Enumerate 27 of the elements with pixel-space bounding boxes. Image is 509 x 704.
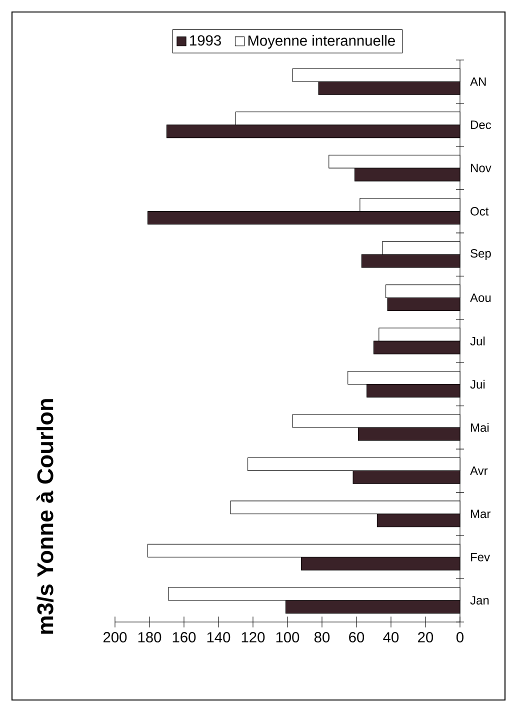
y-tick-label: Dec bbox=[471, 120, 492, 130]
legend-label: Moyenne interannuelle bbox=[248, 35, 395, 49]
y-tick-label: Jan bbox=[470, 596, 489, 605]
y-tick-label: Avr bbox=[470, 466, 488, 475]
x-tick-label: 20 bbox=[418, 632, 434, 642]
y-tick-label: Jul bbox=[470, 336, 485, 346]
text: m3/s Yonne à Courlon bbox=[36, 399, 54, 634]
x-tick-label: 40 bbox=[383, 632, 399, 642]
x-tick-label: 140 bbox=[207, 632, 230, 642]
y-tick-label: Mai bbox=[471, 423, 489, 432]
x-tick-label: 120 bbox=[242, 632, 265, 642]
x-tick-label: 200 bbox=[103, 632, 127, 642]
y-tick-label: Sep bbox=[470, 249, 491, 260]
y-tick-label: Mar bbox=[471, 510, 491, 518]
y-tick-label: Fev bbox=[471, 552, 490, 562]
legend-label: 1993 bbox=[190, 35, 221, 46]
y-tick-label: Jui bbox=[470, 380, 485, 389]
y-tick-label: Nov bbox=[471, 164, 492, 172]
x-tick-label: 100 bbox=[276, 632, 300, 642]
x-tick-label: 80 bbox=[314, 632, 330, 642]
y-tick-label: AN bbox=[470, 77, 486, 86]
x-tick-label: 60 bbox=[349, 632, 364, 642]
x-tick-label: 0 bbox=[456, 632, 464, 642]
x-tick-label: 160 bbox=[172, 632, 196, 642]
y-tick-label: Aou bbox=[470, 294, 491, 302]
x-tick-label: 180 bbox=[138, 632, 162, 642]
y-tick-label: Oct bbox=[470, 207, 489, 216]
